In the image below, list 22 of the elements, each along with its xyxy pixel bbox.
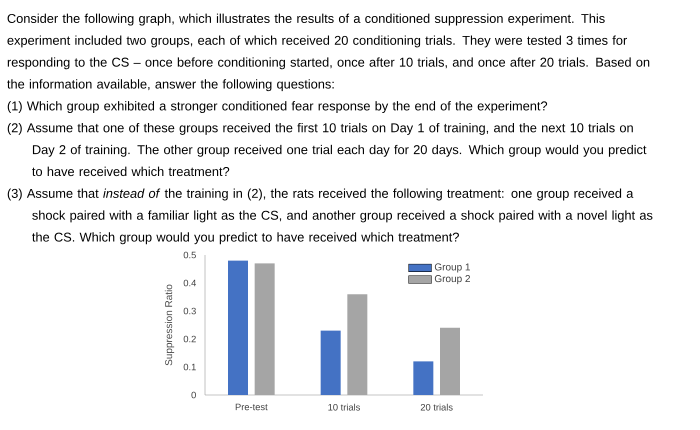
legend-label: Group 1 (434, 263, 470, 272)
bar (440, 328, 460, 396)
text: (3) Assume that instead of the training in (2), the rats received the following treatment: one group received a shock paired with a familiar light as the CS, and another group received a shock paired with a novel light as the CS. Which group would you predict to have received which treatment? (8, 188, 652, 244)
x-tick-label: Pre-test (236, 404, 268, 410)
bar (228, 260, 248, 396)
y-tick-label: 0.4 (184, 280, 196, 286)
y-tick-label: 0.5 (184, 252, 196, 258)
x-tick-label: 10 trials (328, 404, 360, 411)
text: (1) Which group exhibited a stronger conditioned fear response by the end of the experiment? (8, 101, 548, 113)
y-tick-label: 0.1 (184, 364, 196, 370)
bar (320, 330, 341, 396)
bar (347, 294, 368, 396)
x-tick-label: 20 trials (420, 404, 453, 411)
bar (413, 361, 434, 396)
legend-label: Group 2 (434, 275, 470, 284)
bar (254, 263, 275, 396)
y-tick-label: 0 (191, 392, 196, 398)
y-tick-label: 0.3 (184, 308, 196, 314)
y-tick-label: 0.2 (184, 336, 196, 342)
text: Consider the following graph, which illustrates the results of a conditioned suppression experiment. This experiment included two groups, each of which received 20 conditioning trials. They were tested 3 times for responding to the CS – once before conditioning started, once after 10 trials, and once after 20 trials. Based on the information available, answer the following questions: (7, 14, 650, 92)
y-axis-title: Suppression Ratio (164, 284, 174, 366)
text: (2) Assume that one of these groups received the first 10 trials on Day 1 of training, and the next 10 trials on Day 2 of training. The other group received one trial each day for 20 days. Which group would you predict to have received which treatment? (8, 122, 646, 176)
